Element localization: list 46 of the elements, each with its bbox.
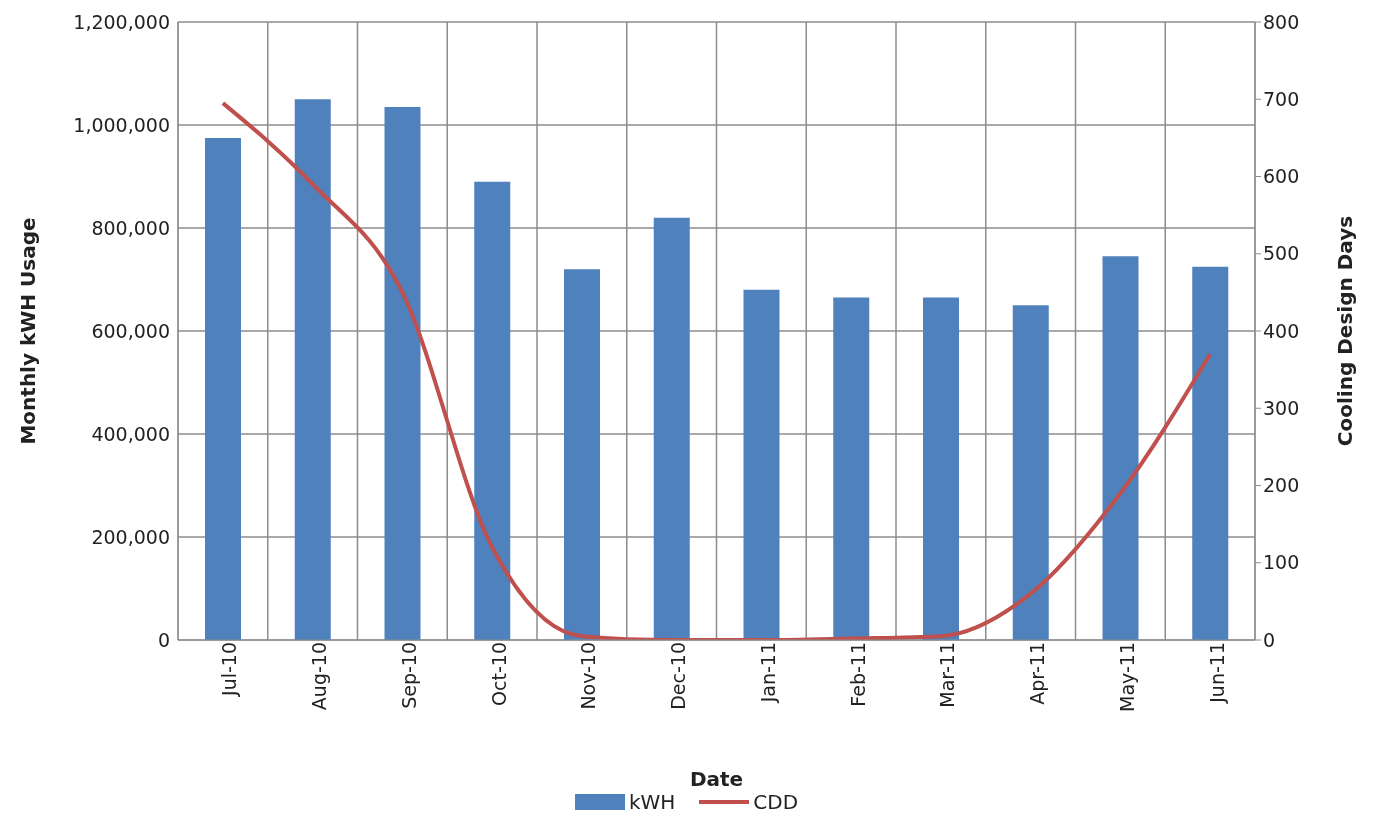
y-tick-label: 600,000 <box>91 319 170 342</box>
bar <box>833 297 870 640</box>
y2-tick-label: 500 <box>1263 242 1300 265</box>
bar <box>474 181 511 640</box>
legend-label: kWH <box>628 790 676 814</box>
x-tick-label: Oct-10 <box>487 642 510 706</box>
bar <box>564 269 600 640</box>
y2-tick-label: 700 <box>1263 88 1300 110</box>
bar <box>1102 256 1139 640</box>
y2-tick-label: 100 <box>1263 551 1300 574</box>
bar <box>384 106 421 640</box>
bar <box>923 297 959 640</box>
y2-tick-label: 300 <box>1263 396 1300 419</box>
y-tick-label: 200,000 <box>91 525 170 548</box>
x-tick-label: Jul-10 <box>218 642 241 697</box>
x-tick-label: Nov-10 <box>577 642 600 710</box>
legend-label: CDD <box>753 790 799 814</box>
y2-tick-label: 800 <box>1263 10 1300 33</box>
y-tick-label: 800,000 <box>91 216 170 239</box>
x-axis-title: Date <box>689 767 744 791</box>
x-tick-label: Dec-10 <box>667 642 690 710</box>
y-tick-label: 400,000 <box>91 422 170 445</box>
bar <box>743 289 780 640</box>
x-tick-label: Aug-10 <box>308 642 331 711</box>
bar <box>294 99 331 640</box>
y-tick-label: 1,200,000 <box>73 10 170 33</box>
y-tick-label: 1,000,000 <box>73 113 170 136</box>
x-tick-label: Jan-11 <box>756 642 779 704</box>
x-tick-label: Jun-11 <box>1205 642 1228 704</box>
y2-tick-label: 600 <box>1263 165 1300 188</box>
y2-tick-label: 400 <box>1263 319 1300 342</box>
bar <box>653 217 690 640</box>
x-tick-label: Mar-11 <box>936 642 959 708</box>
x-tick-label: Feb-11 <box>846 642 869 707</box>
line-series <box>220 101 1213 640</box>
bar <box>205 137 241 640</box>
y2-tick-label: 0 <box>1263 628 1276 651</box>
y-tick-label: 0 <box>157 628 170 651</box>
y-axis-title: Monthly kWH Usage <box>16 217 41 445</box>
x-tick-label: Apr-11 <box>1026 642 1049 705</box>
x-tick-label: May-11 <box>1115 642 1138 712</box>
y2-tick-label: 200 <box>1263 474 1300 497</box>
y2-axis-title: Cooling Design Days <box>1333 215 1358 447</box>
x-tick-label: Sep-10 <box>397 642 420 709</box>
bar <box>1192 266 1229 640</box>
bar <box>1012 305 1049 640</box>
